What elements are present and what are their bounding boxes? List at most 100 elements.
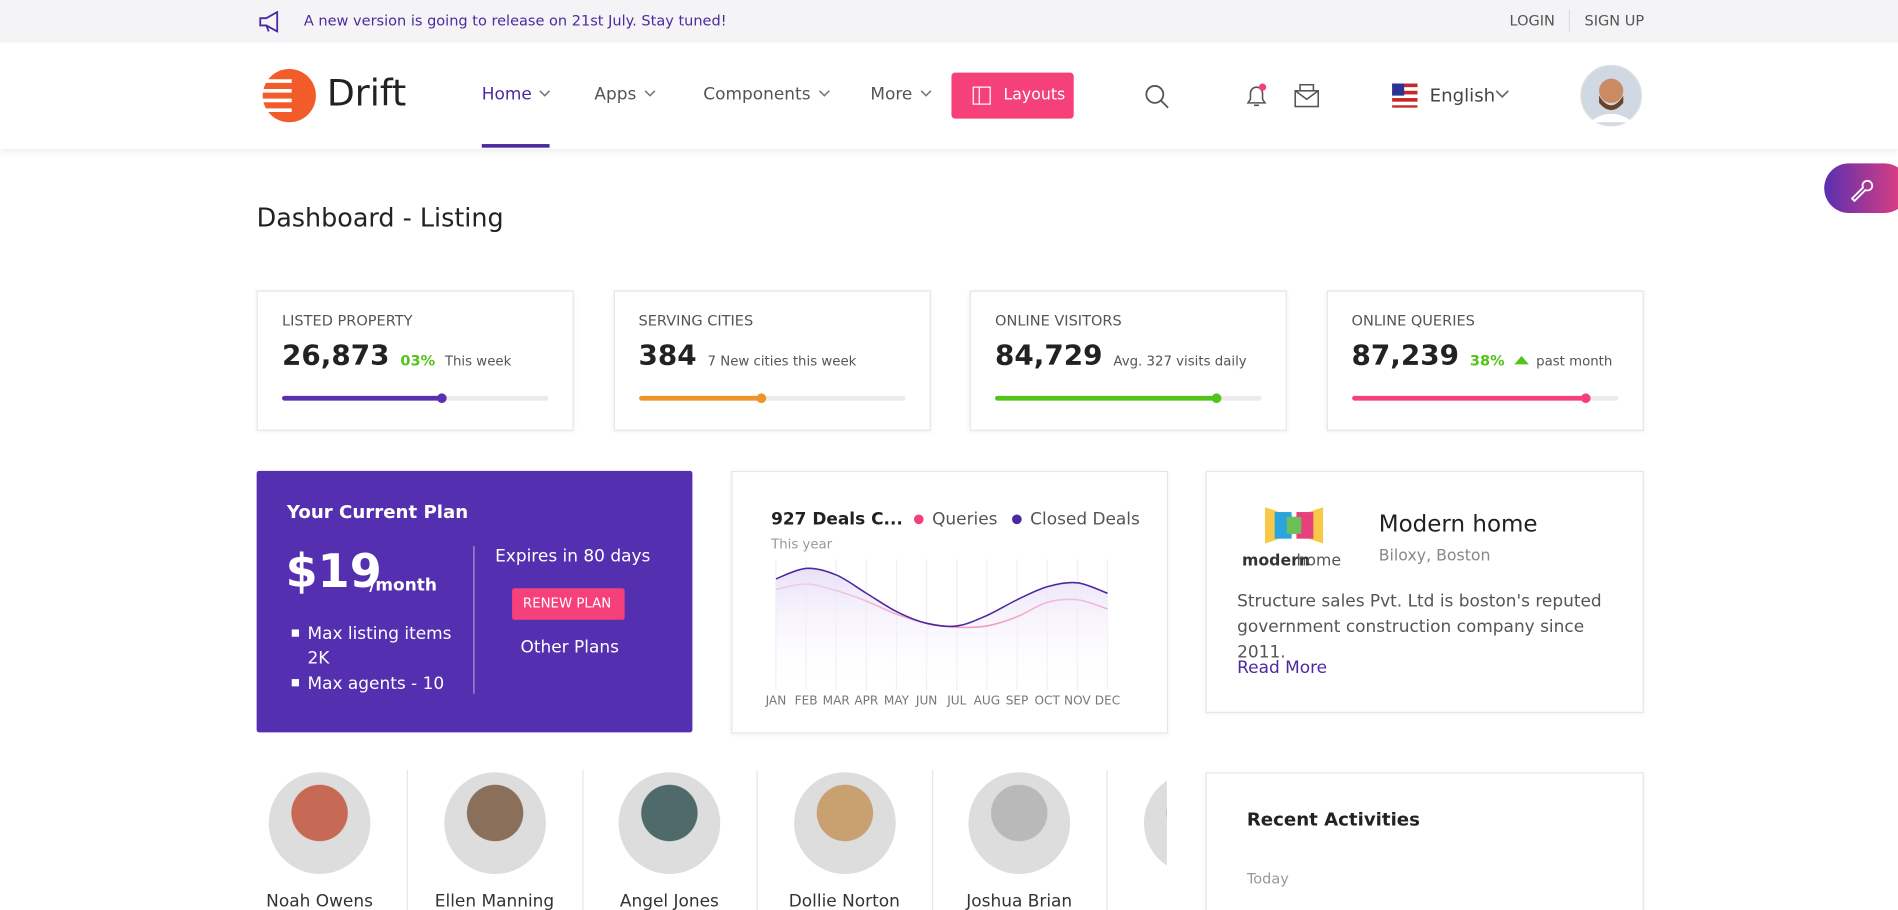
- layouts-label[interactable]: Layouts: [1003, 85, 1066, 105]
- logo-text: home: [1296, 551, 1342, 571]
- megaphone-icon: [259, 10, 279, 33]
- page-title: Dashboard - Listing: [256, 203, 504, 233]
- progress-knob: [1211, 393, 1221, 404]
- top-bar: [0, 0, 1898, 43]
- plan-feature: Max listing items 2K: [307, 624, 452, 669]
- x-tick-label: SEP: [1006, 693, 1029, 707]
- chart: 927 Deals C... This year JAN FEB MAR APR MAY…: [765, 508, 1140, 707]
- chevron: [920, 90, 932, 97]
- person-name[interactable]: Amc: [1122, 892, 1167, 910]
- nav-item[interactable]: Components: [703, 84, 811, 105]
- stat-label: LISTED PROPERTY: [282, 312, 413, 330]
- divider: [1568, 9, 1571, 32]
- layouts-button[interactable]: [951, 72, 1074, 119]
- other-plans-link[interactable]: Other Plans: [520, 637, 619, 658]
- person-name[interactable]: Joshua Brian: [966, 892, 1073, 910]
- activities-title: Recent Activities: [1246, 808, 1420, 831]
- plan-feature: Max agents - 10: [307, 674, 445, 694]
- x-tick-label: AUG: [974, 693, 1001, 707]
- logo-text: modern: [1241, 551, 1311, 571]
- x-tick-label: FEB: [795, 693, 818, 707]
- activities-card: [1205, 772, 1644, 910]
- chart-subtitle: This year: [770, 538, 833, 553]
- stat-note: past month: [1536, 353, 1613, 370]
- person-name[interactable]: Angel Jones: [619, 892, 719, 910]
- chevron: [539, 90, 551, 97]
- x-tick-label: MAY: [884, 693, 910, 707]
- up-arrow: [1514, 355, 1529, 365]
- search-icon[interactable]: [1143, 82, 1172, 111]
- divider: [473, 545, 475, 694]
- active-indicator: [481, 144, 550, 148]
- person-name[interactable]: Noah Owens: [266, 892, 373, 910]
- legend-label: Closed Deals: [1030, 508, 1140, 528]
- area: [775, 568, 1108, 690]
- renew-label[interactable]: RENEW PLAN: [522, 595, 612, 612]
- stat-label: SERVING CITIES: [638, 312, 754, 330]
- wrench-icon: [1850, 179, 1874, 203]
- flag-icon: [1392, 83, 1418, 108]
- people-strip: Noah Owens Ellen Manning Angel Jones Dollie…: [257, 760, 1167, 910]
- chart-title: 927 Deals C...: [771, 508, 903, 528]
- login-link[interactable]: LOGIN: [1509, 12, 1555, 30]
- stat-value: 87,239: [1351, 340, 1459, 372]
- divider: [756, 769, 758, 910]
- progress-bar: [995, 395, 1217, 401]
- x-tick-label: NOV: [1064, 693, 1091, 707]
- renew-button[interactable]: [512, 588, 625, 620]
- plan-expiry: Expires in 80 days: [495, 547, 651, 567]
- nav-item[interactable]: More: [870, 84, 913, 105]
- layouts-icon: [972, 86, 991, 105]
- person-name[interactable]: Ellen Manning: [434, 892, 555, 910]
- avatar: [268, 772, 371, 874]
- divider: [581, 769, 583, 910]
- nav-item[interactable]: Apps: [594, 84, 637, 105]
- stat-change: 38%: [1469, 352, 1505, 370]
- divider: [931, 769, 933, 910]
- user-avatar[interactable]: [1580, 64, 1643, 127]
- company-location: Biloxy, Boston: [1378, 547, 1491, 566]
- divider: [406, 769, 408, 910]
- stat-value: 384: [638, 340, 697, 372]
- signup-link[interactable]: SIGN UP: [1584, 12, 1645, 30]
- language[interactable]: English: [1429, 84, 1496, 107]
- x-tick-label: OCT: [1035, 693, 1061, 707]
- stat-note: This week: [444, 353, 512, 370]
- progress-knob: [1581, 393, 1591, 404]
- progress-knob: [756, 393, 766, 404]
- avatar: [968, 772, 1071, 874]
- stat-card: [1326, 290, 1644, 431]
- progress-track: [638, 395, 905, 401]
- person-name[interactable]: Dollie Norton: [788, 892, 900, 910]
- x-tick-label: JUN: [915, 693, 937, 707]
- read-more-link[interactable]: Read More: [1237, 658, 1328, 678]
- company-logo: [1264, 507, 1324, 544]
- avatar: [618, 772, 721, 874]
- logo-icon: [255, 68, 316, 123]
- plan-title: Your Current Plan: [286, 501, 469, 523]
- legend-marker: [1012, 514, 1022, 525]
- plan-price: $19: [285, 544, 382, 598]
- brand[interactable]: Drift: [326, 72, 407, 115]
- stat-card: [256, 290, 574, 431]
- chevron: [1495, 90, 1509, 99]
- announcement: A new version is going to release on 21s…: [303, 12, 727, 30]
- divider: [1106, 769, 1108, 910]
- stat-change: 03%: [400, 352, 436, 370]
- x-tick-label: MAR: [823, 693, 851, 707]
- stat-card: [613, 290, 931, 431]
- progress-bar: [1351, 395, 1586, 401]
- company-card: [1205, 470, 1644, 713]
- bullet: [291, 679, 299, 687]
- avatar: [443, 772, 546, 874]
- bell-icon[interactable]: [1242, 81, 1271, 110]
- mail-icon[interactable]: [1293, 81, 1322, 110]
- legend-label: Queries: [932, 508, 997, 528]
- line-series: [775, 567, 1108, 628]
- stat-note: 7 New cities this week: [707, 353, 857, 370]
- plan-period: /month: [369, 576, 437, 596]
- stat-note: Avg. 327 visits daily: [1113, 353, 1247, 370]
- company-description: Structure sales Pvt. Ltd is boston's rep…: [1237, 591, 1602, 663]
- nav-item[interactable]: Home: [481, 84, 532, 105]
